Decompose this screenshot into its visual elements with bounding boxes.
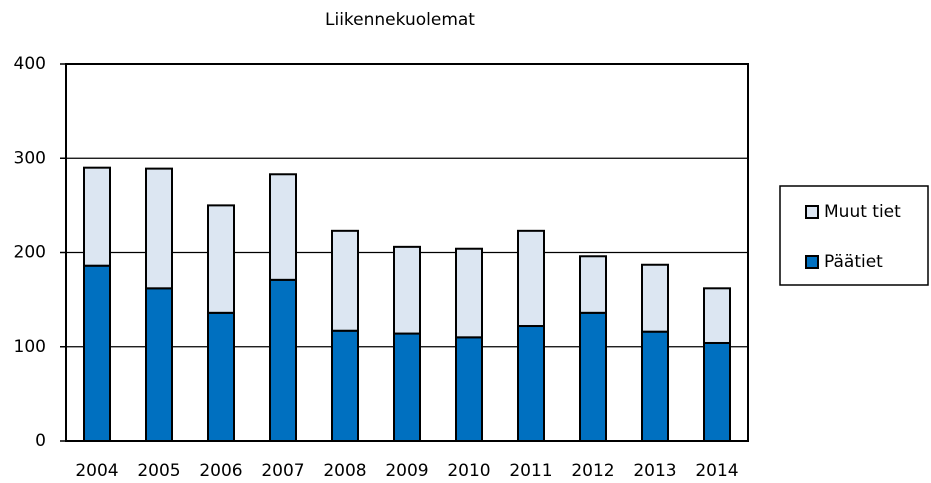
bar-segment <box>641 330 669 443</box>
x-tick-label: 2012 <box>571 461 614 481</box>
x-tick-label: 2006 <box>199 461 242 481</box>
y-tick-label: 300 <box>14 148 46 168</box>
bar-segment <box>455 247 483 339</box>
x-tick-label: 2009 <box>385 461 428 481</box>
x-tick-label: 2005 <box>137 461 180 481</box>
x-tick-label: 2004 <box>75 461 118 481</box>
bar-segment <box>393 245 421 335</box>
bar-segment <box>207 204 235 314</box>
bar-segment <box>579 311 607 442</box>
y-tick-label: 400 <box>14 54 46 74</box>
bar-segment <box>269 278 297 442</box>
bar-segment <box>703 287 731 344</box>
bar-segment <box>145 167 173 290</box>
x-tick-label: 2013 <box>633 461 676 481</box>
bar-segment <box>455 336 483 443</box>
bar-segment <box>641 263 669 333</box>
bar-segment <box>207 311 235 442</box>
bar-segment <box>269 173 297 281</box>
x-tick-label: 2008 <box>323 461 366 481</box>
x-tick-label: 2010 <box>447 461 490 481</box>
bar-segment <box>579 255 607 314</box>
legend-box <box>779 185 929 286</box>
bar-segment <box>145 287 173 442</box>
legend-swatch <box>805 255 819 269</box>
bar-segment <box>83 264 111 442</box>
bar-segment <box>393 332 421 442</box>
y-tick-label: 100 <box>14 337 46 357</box>
x-tick-label: 2007 <box>261 461 304 481</box>
legend-label: Päätiet <box>824 252 883 272</box>
x-tick-label: 2014 <box>695 461 738 481</box>
bar-segment <box>517 325 545 443</box>
bar-segment <box>703 341 731 443</box>
legend-swatch <box>805 205 819 219</box>
x-tick-label: 2011 <box>509 461 552 481</box>
bar-segment <box>517 229 545 328</box>
bar-segment <box>331 229 359 332</box>
bar-segment <box>83 166 111 267</box>
y-tick-label: 0 <box>35 431 46 451</box>
legend-label: Muut tiet <box>824 202 901 222</box>
y-tick-label: 200 <box>14 243 46 263</box>
bar-segment <box>331 329 359 443</box>
chart-title: Liikennekuolemat <box>325 10 475 30</box>
